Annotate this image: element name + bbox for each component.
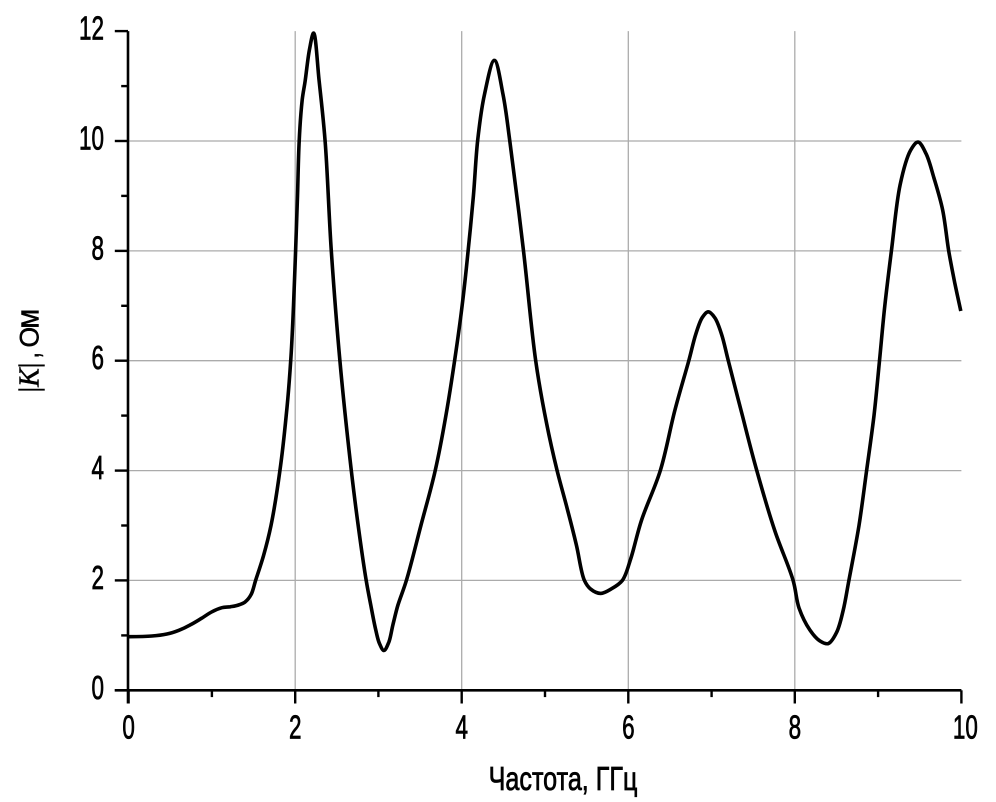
svg-text:|K|: |K| (15, 363, 46, 393)
svg-text:8: 8 (92, 230, 104, 268)
svg-text:10: 10 (79, 120, 104, 158)
svg-text:0: 0 (122, 709, 134, 747)
svg-text:6: 6 (92, 340, 104, 378)
svg-text:4: 4 (92, 450, 105, 488)
svg-text:10: 10 (953, 709, 978, 747)
svg-text:2: 2 (289, 709, 301, 747)
svg-text:,: , (9, 352, 47, 358)
svg-text:Частота, ГГц: Частота, ГГц (489, 761, 638, 798)
svg-text:О: О (15, 327, 45, 348)
svg-text:8: 8 (789, 709, 801, 747)
svg-text:0: 0 (92, 669, 104, 707)
svg-text:2: 2 (92, 560, 104, 598)
svg-text:12: 12 (79, 10, 104, 48)
svg-text:м: м (10, 309, 46, 329)
svg-text:6: 6 (622, 709, 634, 747)
svg-text:4: 4 (455, 709, 468, 747)
